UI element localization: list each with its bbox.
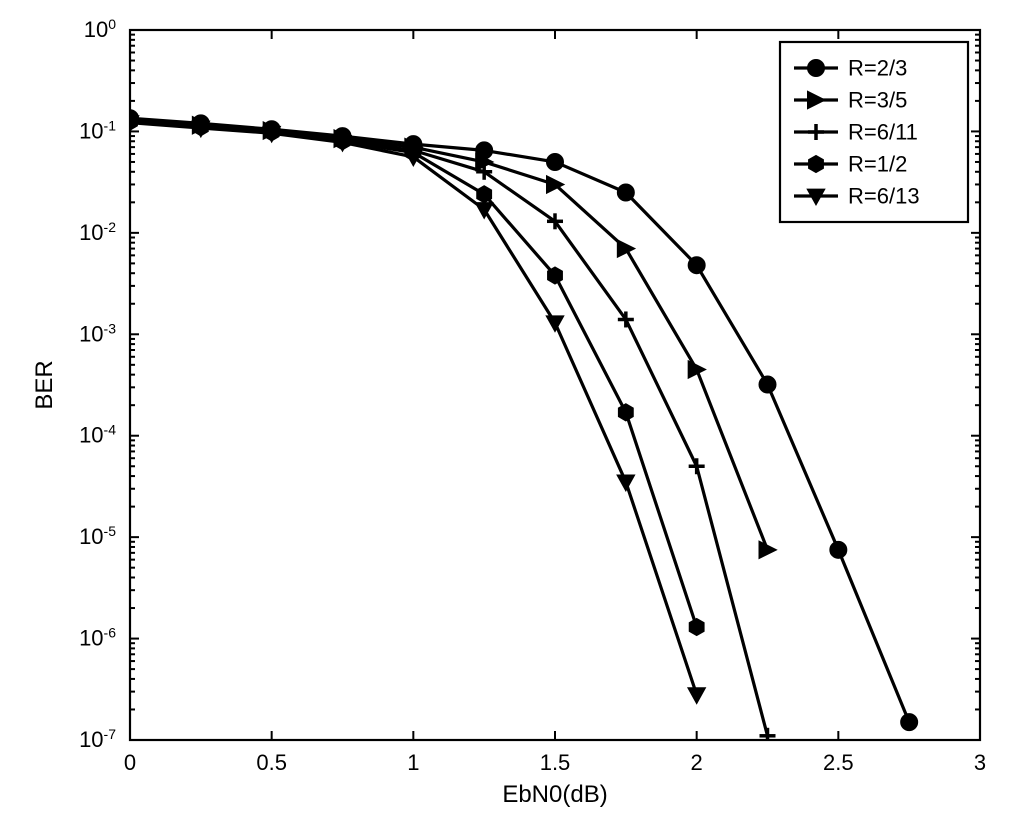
chart-svg: 00.511.522.5310010-110-210-310-410-510-6… (0, 0, 1015, 819)
legend-label: R=6/13 (848, 184, 920, 209)
legend-label: R=6/11 (848, 120, 918, 145)
x-axis-label: EbN0(dB) (502, 781, 607, 808)
legend: R=2/3 R=3/5 R=6/11 R=1/2 R=6/13 (780, 42, 968, 222)
legend-label: R=2/3 (848, 56, 907, 81)
x-tick-label: 2.5 (823, 750, 854, 775)
y-axis-label: BER (31, 360, 58, 409)
x-tick-label: 0.5 (256, 750, 287, 775)
x-tick-label: 0 (124, 750, 136, 775)
x-tick-label: 1.5 (540, 750, 571, 775)
x-tick-label: 3 (974, 750, 986, 775)
legend-label: R=3/5 (848, 88, 907, 113)
x-tick-label: 2 (691, 750, 703, 775)
legend-label: R=1/2 (848, 152, 907, 177)
ber-vs-ebn0-chart: 00.511.522.5310010-110-210-310-410-510-6… (0, 0, 1015, 819)
x-tick-label: 1 (407, 750, 419, 775)
